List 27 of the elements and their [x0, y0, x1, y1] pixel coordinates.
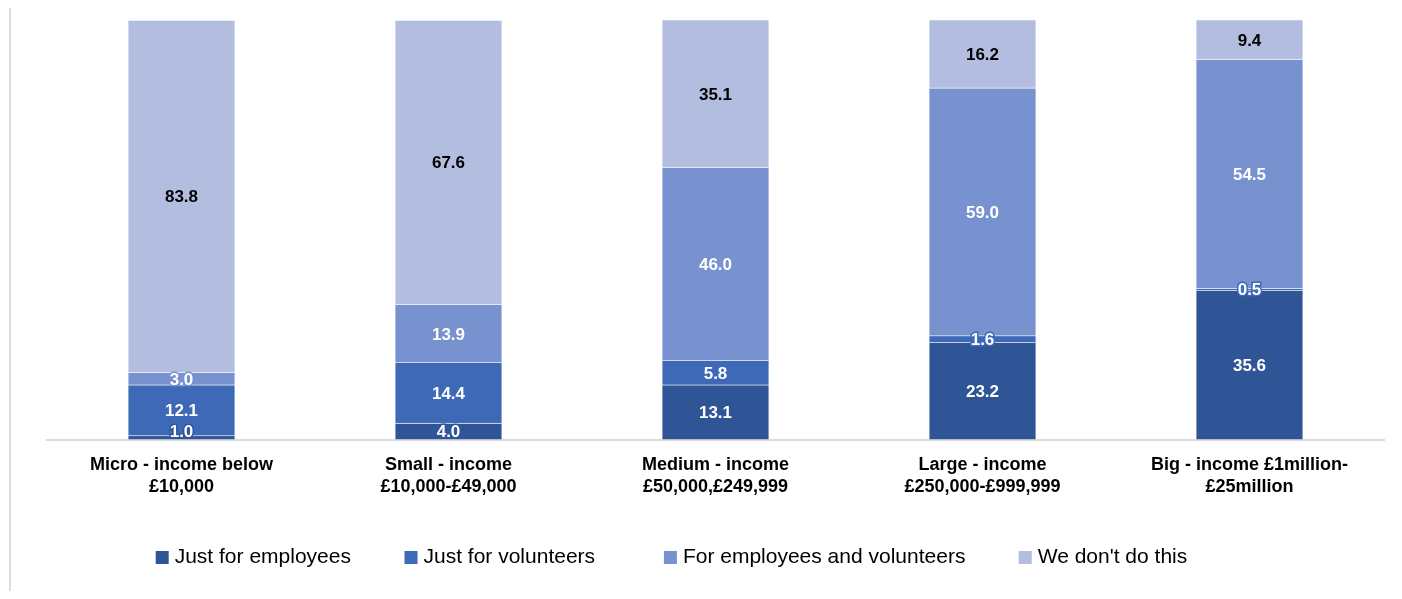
legend-label: We don't do this	[1037, 544, 1188, 567]
data-label: 4.0	[436, 422, 461, 441]
data-label: 5.8	[703, 363, 728, 383]
x-tick-label: Big - income £1million- £25million	[1150, 454, 1349, 496]
data-label: 83.8	[164, 187, 199, 207]
x-tick-label: Small - income £10,000-£49,000	[380, 454, 517, 496]
x-tick-label: Medium - income £50,000,£249,999	[641, 454, 790, 496]
data-label: 3.0	[169, 369, 194, 389]
data-label: 13.1	[698, 403, 733, 423]
legend-label: Just for volunteers	[423, 544, 596, 567]
legend-label: For employees and volunteers	[682, 544, 966, 567]
data-label: 12.1	[164, 401, 199, 421]
x-tick-label: Micro - income below £10,000	[89, 454, 275, 496]
data-label: 16.2	[965, 45, 1000, 65]
legend-label: Just for employees	[174, 544, 351, 567]
data-label: 1.0	[169, 422, 194, 441]
data-label: 67.6	[431, 153, 466, 173]
data-label: 13.9	[431, 324, 466, 344]
data-label: 59.0	[965, 202, 1000, 222]
data-label: 35.6	[1232, 356, 1267, 376]
data-label: 46.0	[698, 255, 733, 275]
data-label: 54.5	[1232, 164, 1267, 184]
x-tick-label: Large - income £250,000-£999,999	[904, 454, 1061, 496]
data-label: 23.2	[965, 382, 1000, 402]
data-label: 35.1	[698, 84, 733, 104]
data-label: 14.4	[431, 383, 466, 403]
data-label: 9.4	[1237, 30, 1262, 50]
